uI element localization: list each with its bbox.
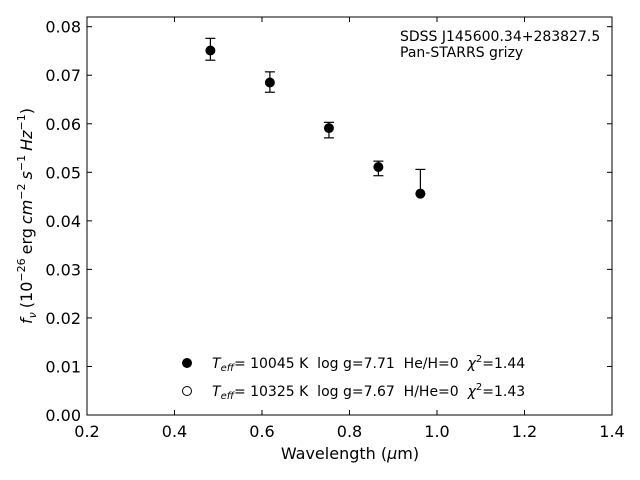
y-tick-label: 0.00 — [45, 406, 81, 425]
y-tick-label: 0.05 — [45, 163, 81, 182]
x-tick-label: 1.2 — [512, 422, 537, 441]
y-tick-label: 0.06 — [45, 115, 81, 134]
point-marker — [373, 161, 384, 172]
plot-frame — [86, 16, 613, 416]
annotation-object-name: SDSS J145600.34+283827.5 — [400, 29, 600, 45]
x-tick-label: 0.4 — [162, 422, 187, 441]
point-marker — [323, 123, 334, 134]
data-point — [205, 37, 216, 61]
data-points — [205, 37, 426, 199]
x-tick-label: 0.2 — [74, 422, 99, 441]
point-marker — [415, 188, 426, 199]
data-point — [264, 71, 275, 93]
data-point — [323, 121, 334, 139]
x-axis-ticks: 0.2 0.4 0.6 0.8 1.0 1.2 1.4 — [74, 17, 625, 441]
x-tick-label: 1.0 — [424, 422, 449, 441]
legend-entry-filled: Teff= 10045 K log g=7.71 He/H=0 χ2=1.44 — [212, 354, 525, 374]
annotation-survey: Pan-STARRS grizy — [400, 45, 523, 61]
y-tick-label: 0.03 — [45, 260, 81, 279]
y-tick-label: 0.01 — [45, 357, 81, 376]
y-axis-label: fν(10−26ergcm−2s−1Hz−1) — [15, 108, 39, 324]
x-tick-label: 0.6 — [249, 422, 274, 441]
x-tick-label: 1.4 — [599, 422, 624, 441]
legend-entry-open: Teff= 10325 K log g=7.67 H/He=0 χ2=1.43 — [212, 382, 525, 402]
legend-marker-filled — [182, 358, 192, 368]
y-tick-label: 0.07 — [45, 66, 81, 85]
point-marker — [264, 77, 275, 88]
legend-marker-open — [182, 386, 192, 396]
x-axis-label: Wavelength (μm) — [281, 444, 419, 463]
data-point — [415, 168, 426, 199]
x-tick-label: 0.8 — [337, 422, 362, 441]
y-tick-label: 0.02 — [45, 309, 81, 328]
y-axis-ticks: 0.00 0.01 0.02 0.03 0.04 0.05 0.06 0.07 0.08 — [45, 18, 612, 425]
legend: Teff= 10045 K log g=7.71 He/H=0 χ2=1.44 … — [182, 354, 525, 402]
y-tick-label: 0.04 — [45, 212, 81, 231]
point-marker — [205, 45, 216, 56]
y-tick-label: 0.08 — [45, 18, 81, 37]
data-point — [373, 160, 384, 177]
